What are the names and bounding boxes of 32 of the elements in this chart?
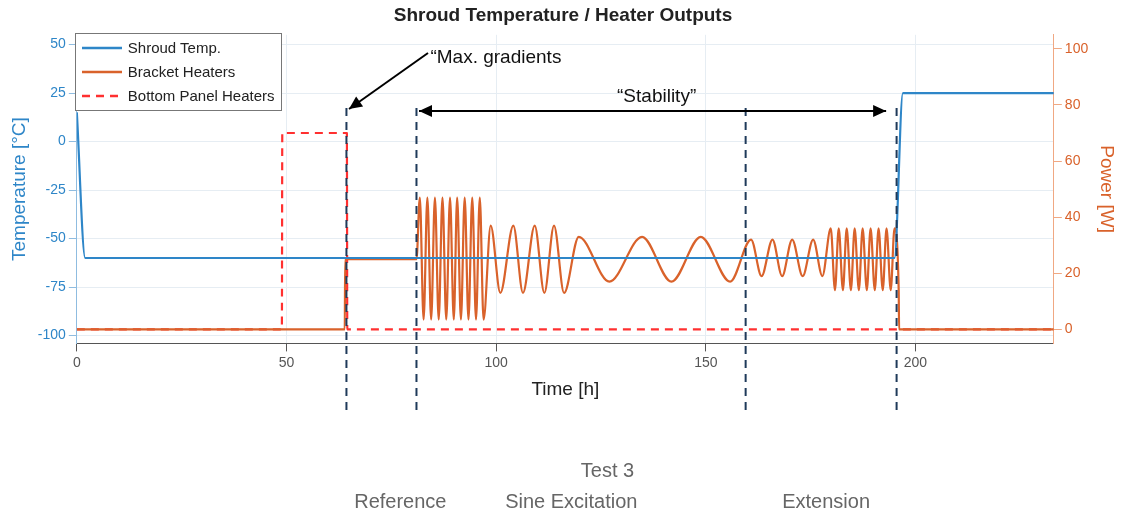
y-axis-title: Temperature [°C] bbox=[7, 117, 29, 262]
y-tick-label: -50 bbox=[45, 229, 67, 246]
y-tick-label: 25 bbox=[50, 83, 67, 100]
line-series bbox=[76, 196, 1054, 331]
y-tick-label: 0 bbox=[58, 132, 67, 149]
text: Test 3 bbox=[580, 458, 635, 482]
x-tick-label: 200 bbox=[903, 353, 928, 370]
y2-tick-label: 40 bbox=[1064, 208, 1081, 225]
x-tick-label: 50 bbox=[278, 353, 295, 370]
y2-tick-label: 20 bbox=[1064, 264, 1081, 281]
text: Reference bbox=[354, 489, 447, 513]
y2-tick-label: 60 bbox=[1064, 151, 1081, 168]
annotation: “Stability” bbox=[617, 84, 697, 107]
text: Extension bbox=[782, 489, 871, 513]
y2-axis-title: Power [W] bbox=[1097, 145, 1119, 233]
y2-tick-label: 100 bbox=[1064, 39, 1089, 56]
x-tick-label: 150 bbox=[694, 353, 718, 370]
y2-tick-label: 80 bbox=[1064, 95, 1081, 112]
text: Sine Excitation bbox=[505, 489, 638, 513]
legend-label: Bottom Panel Heaters bbox=[127, 87, 275, 105]
chart-title: Shroud Temperature / Heater Outputs bbox=[393, 3, 733, 25]
x-tick-label: 0 bbox=[72, 353, 81, 370]
x-axis-title: Time [h] bbox=[531, 377, 600, 399]
annotation: “Max. gradients bbox=[430, 45, 562, 68]
legend-label: Shroud Temp. bbox=[127, 39, 221, 57]
y-tick-label: -100 bbox=[37, 326, 67, 343]
y-tick-label: 50 bbox=[50, 35, 67, 52]
x-tick-label: 100 bbox=[484, 353, 509, 370]
y-tick-label: -75 bbox=[45, 277, 67, 294]
y2-tick-label: 0 bbox=[1064, 320, 1073, 337]
legend-label: Bracket Heaters bbox=[127, 63, 236, 81]
y-tick-label: -25 bbox=[45, 180, 67, 197]
